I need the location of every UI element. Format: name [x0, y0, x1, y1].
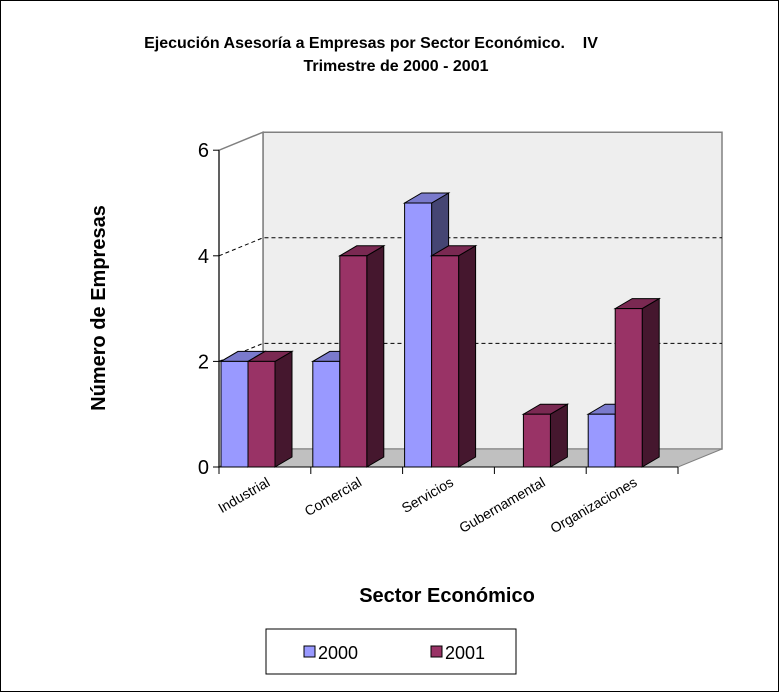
plot-area: 0 2 4 6 Industrial Comercial Servicios Gubernam… — [198, 131, 723, 536]
x-tick-label: Organizaciones — [547, 474, 639, 536]
bar-front — [220, 360, 249, 468]
x-tick-label: Comercial — [302, 474, 365, 519]
y-axis-title: Número de Empresas — [88, 205, 110, 411]
bar-front — [312, 360, 341, 468]
bar-2001-industrial — [246, 350, 294, 468]
y-tick-label: 4 — [198, 246, 209, 268]
legend-swatch-2000 — [303, 645, 316, 658]
legend-swatch-2001 — [430, 645, 443, 658]
chart-title-line1: Ejecución Asesoría a Empresas por Sector… — [144, 35, 598, 52]
x-tick-label: Industrial — [215, 474, 272, 516]
y-tick-label: 2 — [198, 351, 209, 373]
bar-side — [641, 297, 660, 468]
bar-side — [549, 403, 568, 468]
bar-side — [458, 244, 477, 468]
bar-2001-comercial — [337, 244, 386, 468]
legend: 2000 2001 — [265, 628, 517, 675]
bar-front — [614, 308, 643, 468]
bar-front — [339, 255, 368, 468]
bar-side — [274, 350, 293, 468]
chart-title-line2: Trimestre de 2000 - 2001 — [303, 58, 488, 75]
x-axis-title: Sector Económico — [359, 585, 535, 607]
bar-front — [587, 413, 616, 468]
x-tick-label: Servicios — [399, 474, 456, 516]
bar-front — [404, 202, 433, 468]
gridline — [218, 237, 722, 257]
bar-front — [522, 413, 551, 468]
bar-front — [247, 360, 276, 468]
bar-front — [431, 255, 460, 468]
bar-2001-servicios — [429, 244, 478, 468]
legend-label-2001: 2001 — [445, 643, 485, 663]
bar-2001-gubernamental — [521, 403, 570, 468]
x-tick-label: Gubernamental — [456, 474, 548, 536]
bar-2001-organizaciones — [613, 297, 662, 468]
y-tick-label: 6 — [198, 140, 209, 162]
y-tick-label: 0 — [198, 457, 209, 479]
bar-side — [366, 244, 385, 468]
legend-label-2000: 2000 — [318, 643, 358, 663]
